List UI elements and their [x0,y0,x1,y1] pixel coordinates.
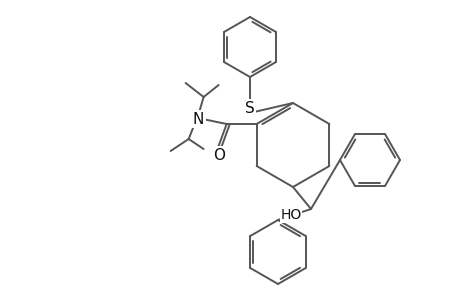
Text: HO: HO [280,208,301,222]
Text: O: O [212,148,224,163]
Text: N: N [192,112,204,127]
Text: S: S [245,100,254,116]
